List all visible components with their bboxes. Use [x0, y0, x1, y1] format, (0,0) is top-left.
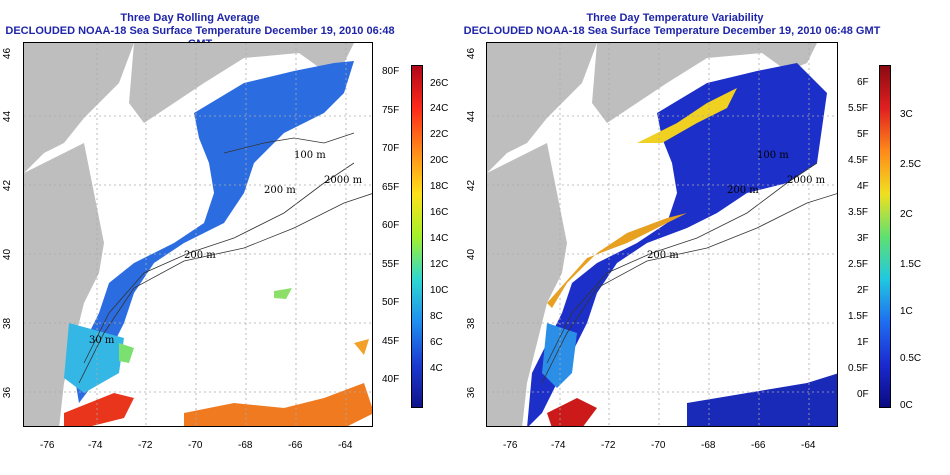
isobath [546, 162, 818, 364]
contour-label: 2000 m [324, 175, 363, 186]
y-tick: 36 [466, 386, 478, 399]
x-tick: -68 [701, 440, 716, 451]
x-tick: -66 [288, 440, 303, 451]
sst-field [119, 343, 134, 363]
left-title: Three Day Rolling Average [120, 12, 260, 24]
sst-field [274, 288, 292, 299]
isobath [78, 193, 372, 384]
y-tick: 46 [466, 47, 478, 60]
variability-field [547, 398, 597, 426]
x-tick: -72 [601, 440, 616, 451]
variability-field [637, 88, 737, 143]
sst-field [64, 323, 124, 393]
y-tick: 46 [2, 47, 14, 60]
y-tick: 40 [2, 248, 14, 261]
land-mass [24, 43, 134, 173]
x-tick: -70 [651, 440, 666, 451]
y-tick: 42 [466, 179, 478, 192]
contour-label: 30 m [89, 335, 115, 346]
isobath [541, 193, 837, 384]
isobath [83, 162, 355, 364]
right-subtitle: DECLOUDED NOAA-18 Sea Surface Temperatur… [463, 25, 881, 37]
sst-field [74, 61, 354, 403]
variability-field [542, 323, 577, 388]
contour-label: 200 m [184, 250, 216, 261]
contour-label: 100 m [294, 150, 326, 161]
x-tick: -76 [40, 440, 55, 451]
y-tick: 44 [2, 110, 14, 123]
left-map: 100 m 200 m 2000 m 200 m 30 m [23, 42, 373, 427]
x-tick: -76 [503, 440, 518, 451]
left-colorbar [411, 65, 423, 408]
right-colorbar [879, 65, 891, 408]
contour-label: 200 m [727, 185, 759, 196]
land-mass [24, 143, 104, 426]
y-tick: 40 [466, 248, 478, 261]
sst-field [184, 383, 372, 426]
x-tick: -74 [88, 440, 103, 451]
x-tick: -66 [751, 440, 766, 451]
left-map-canvas: 100 m 200 m 2000 m 200 m 30 m [24, 43, 372, 426]
y-tick: 38 [2, 317, 14, 330]
x-tick: -74 [551, 440, 566, 451]
x-tick: -72 [138, 440, 153, 451]
y-tick: 44 [466, 110, 478, 123]
variability-field [527, 63, 827, 426]
variability-field [687, 373, 837, 426]
right-map: 100 m 200 m 2000 m 200 m [486, 42, 838, 427]
land-mass [487, 43, 597, 173]
land-mass [592, 43, 817, 123]
contour-label: 200 m [647, 250, 679, 261]
x-tick: -68 [238, 440, 253, 451]
land-mass [129, 43, 354, 123]
y-tick: 36 [2, 386, 14, 399]
land-mass [487, 143, 567, 426]
y-tick: 38 [466, 317, 478, 330]
right-map-canvas: 100 m 200 m 2000 m 200 m [487, 43, 837, 426]
contour-label: 100 m [757, 150, 789, 161]
contour-label: 200 m [264, 185, 296, 196]
x-tick: -70 [188, 440, 203, 451]
y-tick: 42 [2, 179, 14, 192]
right-title: Three Day Temperature Variability [586, 12, 764, 24]
x-tick: -64 [338, 440, 353, 451]
isobath [223, 132, 355, 154]
contour-label: 2000 m [787, 175, 826, 186]
sst-field [354, 339, 369, 355]
sst-field [64, 393, 134, 426]
x-tick: -64 [801, 440, 816, 451]
